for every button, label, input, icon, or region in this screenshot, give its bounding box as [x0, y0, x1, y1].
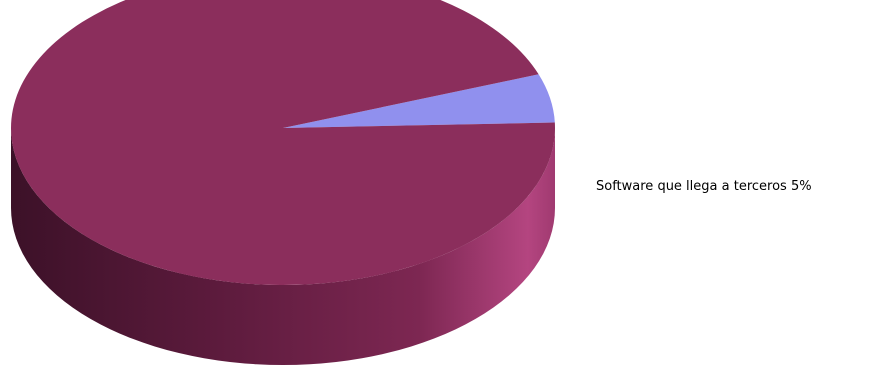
- pie-side-wall: [11, 128, 555, 365]
- pie-slice-1: [11, 0, 555, 286]
- slice-label-software-terceros: Software que llega a terceros 5%: [596, 179, 812, 194]
- pie-slice-0: [283, 74, 555, 128]
